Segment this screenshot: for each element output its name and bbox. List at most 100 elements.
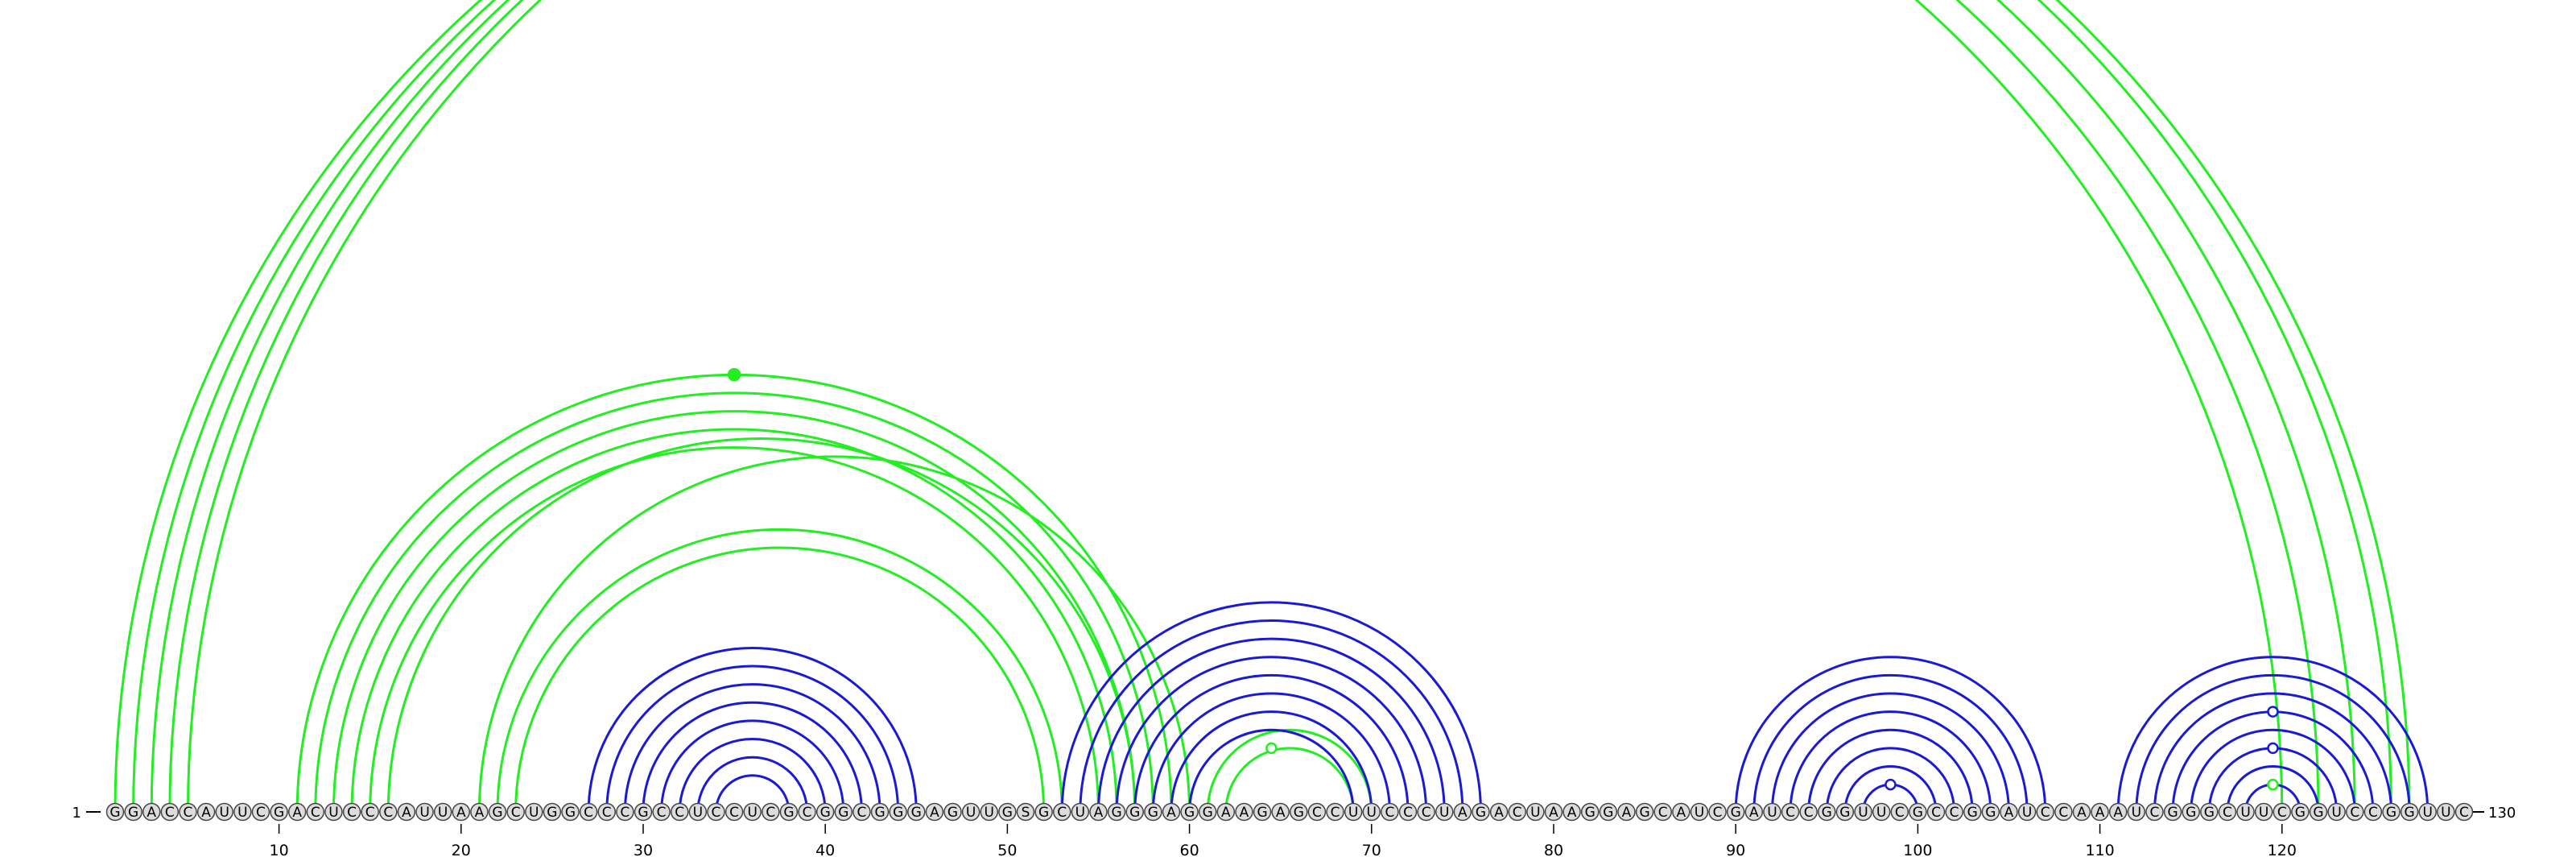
nucleotide-circle: [1198, 802, 1217, 822]
nucleotide-letter: C: [165, 805, 175, 821]
blue-base-pair-arc: [642, 701, 863, 813]
nucleotide-circle: [1635, 802, 1654, 822]
nucleotide-letter: U: [2331, 805, 2341, 821]
nucleotide-letter: A: [292, 805, 302, 821]
nucleotide-letter: U: [237, 805, 247, 821]
nucleotide-letter: G: [128, 805, 138, 821]
nucleotide-circle: [1489, 802, 1509, 822]
nucleotide-letter: C: [1312, 805, 1322, 821]
axis-tick-label: 20: [452, 842, 471, 857]
nucleotide-letter: U: [1876, 805, 1886, 821]
blue-base-pair-arc: [2171, 710, 2375, 813]
nucleotide-circle: [2254, 802, 2273, 822]
nucleotide-circle: [2200, 802, 2219, 822]
nucleotide-letter: U: [1858, 805, 1868, 821]
nucleotide-circle: [1763, 802, 1781, 822]
blue-base-pair-arc: [1096, 637, 1446, 813]
nucleotide-letter: G: [547, 805, 557, 821]
nucleotide-circle: [1854, 802, 1872, 822]
blue-base-pair-arc: [1060, 601, 1482, 813]
nucleotide-circle: [379, 802, 398, 822]
nucleotide-circle: [1326, 802, 1344, 822]
nucleotide-circle: [433, 802, 452, 822]
nucleotide-circle: [2363, 802, 2383, 822]
nucleotide-letter: U: [1767, 805, 1777, 821]
nucleotide-circle: [2437, 802, 2455, 822]
nucleotide-circle: [2108, 802, 2128, 822]
nucleotide-circle: [1180, 802, 1199, 822]
nucleotide-circle: [724, 802, 744, 822]
nucleotide-letter: U: [328, 805, 338, 821]
nucleotide-circle: [1672, 802, 1690, 822]
nucleotide-circle: [561, 802, 580, 822]
nucleotide-circle: [306, 802, 325, 822]
nucleotide-letter: U: [1439, 805, 1449, 821]
blue-base-pair-arc: [714, 774, 791, 813]
nucleotide-letter: G: [838, 805, 848, 821]
nucleotide-letter: G: [1203, 805, 1213, 821]
nucleotide-circle: [1653, 802, 1672, 822]
nucleotide-letter: G: [492, 805, 502, 821]
nucleotide-circle: [1253, 802, 1272, 822]
nucleotide-circle: [2273, 802, 2292, 822]
nucleotide-letter: C: [712, 805, 721, 821]
nucleotide-circle: [1909, 802, 1927, 822]
nucleotide-circle: [634, 802, 653, 822]
marker-group: [727, 367, 2279, 791]
axis-tick-label: 50: [997, 842, 1017, 857]
blue-base-pair-arc: [1825, 747, 1956, 813]
nucleotide-circle: [1290, 802, 1308, 822]
nucleotide-letter: C: [1057, 805, 1067, 821]
blue-base-pair-arc: [660, 719, 845, 813]
nucleotide-letter: U: [966, 805, 976, 821]
nucleotide-circle: [1417, 802, 1435, 822]
nucleotide-circle: [105, 802, 125, 822]
green-base-pair-arc: [350, 428, 1118, 813]
nucleotide-letter: C: [1785, 805, 1795, 821]
blue-base-pair-arc: [2116, 656, 2429, 813]
nucleotide-circle: [1344, 802, 1363, 822]
nucleotide-letter: C: [2150, 805, 2160, 821]
nucleotide-letter: C: [2459, 805, 2469, 821]
nucleotide-circle: [2017, 802, 2037, 822]
nucleotide-letter: U: [747, 805, 757, 821]
nucleotide-circle: [1526, 802, 1545, 822]
nucleotide-circle: [670, 802, 689, 822]
nucleotide-circle: [597, 802, 616, 822]
nucleotide-circle: [1617, 802, 1636, 822]
nucleotide-circle: [1107, 802, 1126, 822]
nucleotide-letter: C: [1658, 805, 1668, 821]
nucleotide-letter: G: [1112, 805, 1122, 821]
nucleotide-letter: G: [565, 805, 576, 821]
axis-tick-label: 100: [1903, 842, 1932, 857]
nucleotide-letter: C: [2058, 805, 2068, 821]
blue-base-pair-arc: [2135, 673, 2411, 813]
nucleotide-letter: G: [783, 805, 794, 821]
nucleotide-circle: [2091, 802, 2109, 822]
nucleotide-letter: C: [256, 805, 266, 821]
nucleotide-letter: C: [803, 805, 812, 821]
green-base-pair-arc: [186, 0, 2411, 813]
nucleotide-circle: [2291, 802, 2310, 822]
blue-base-pair-arc: [1843, 765, 1938, 813]
nucleotide-letter: A: [1749, 805, 1759, 821]
blue-circle-marker: [1885, 778, 1897, 791]
nucleotide-circle: [1034, 802, 1053, 822]
nucleotide-circle: [1835, 802, 1855, 822]
nucleotide-letter: U: [1367, 805, 1377, 821]
nucleotide-letter: C: [184, 805, 193, 821]
nucleotide-letter: C: [1422, 805, 1431, 821]
nucleotide-letter: G: [2386, 805, 2396, 821]
nucleotide-circle: [815, 802, 835, 822]
nucleotide-letter: A: [1458, 805, 1468, 821]
nucleotide-letter: U: [529, 805, 539, 821]
blue-base-pair-arc: [2153, 692, 2392, 813]
nucleotide-circle: [707, 802, 725, 822]
nucleotide-letter: C: [1385, 805, 1394, 821]
blue-base-pair-arc: [1752, 673, 2029, 813]
nucleotide-circle: [1580, 802, 1600, 822]
green-base-pair-arc: [514, 546, 1046, 813]
nucleotide-letter: G: [1148, 805, 1158, 821]
blue-arc-group: [587, 601, 2429, 813]
